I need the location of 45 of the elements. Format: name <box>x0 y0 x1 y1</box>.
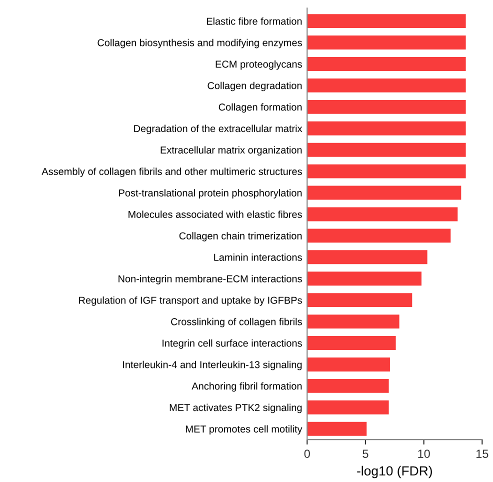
y-tick-label: ECM proteoglycans <box>216 60 302 70</box>
bar <box>307 164 466 178</box>
bar <box>307 228 451 243</box>
y-tick-label: Crosslinking of collagen fibrils <box>171 318 302 328</box>
bar <box>307 272 422 286</box>
bar <box>307 357 390 372</box>
bar <box>307 314 400 329</box>
y-tick-label: Anchoring fibril formation <box>192 382 302 392</box>
x-tick-label: 10 <box>418 450 430 458</box>
bar <box>307 142 466 157</box>
bar <box>307 121 466 136</box>
x-tick-label: 0 <box>304 450 310 458</box>
x-tick-label: 5 <box>362 450 368 458</box>
bar <box>307 250 428 264</box>
y-tick-label: MET activates PTK2 signaling <box>170 404 302 414</box>
x-tick-label: 15 <box>476 450 488 458</box>
bar <box>307 57 466 71</box>
y-tick-label: Collagen biosynthesis and modifying enzymes <box>98 38 302 48</box>
bar <box>307 78 466 92</box>
bar <box>307 36 466 50</box>
y-tick-label: Laminin interactions <box>214 254 302 261</box>
y-tick-label: Molecules associated with elastic fibres <box>128 210 302 218</box>
bar <box>307 14 466 28</box>
bar <box>307 100 466 114</box>
x-axis-title: -log10 (FDR) <box>357 466 432 478</box>
bar <box>307 400 389 414</box>
bar <box>307 336 396 350</box>
y-tick-label: Assembly of collagen fibrils and other multimeric structures <box>42 168 302 178</box>
y-tick-label: Integrin cell surface interactions <box>162 339 302 349</box>
y-tick-label: Collagen chain trimerization <box>179 232 302 242</box>
bar <box>307 293 412 308</box>
bar <box>307 422 367 436</box>
y-tick-label: Non-integrin membrane-ECM interactions <box>118 274 302 284</box>
y-tick-label: Extracellular matrix organization <box>160 146 302 156</box>
y-tick-label: Collagen formation <box>218 103 302 113</box>
bar <box>307 207 458 222</box>
y-tick-label: Regulation of IGF transport and uptake by IGFBPs <box>79 296 302 306</box>
y-tick-label: Collagen degradation <box>208 82 302 92</box>
y-tick-label: MET promotes cell motility <box>186 425 302 435</box>
y-tick-label: Degradation of the extracellular matrix <box>134 124 302 134</box>
y-tick-label: Elastic fibre formation <box>206 17 302 25</box>
y-tick-label: Interleukin-4 and Interleukin-13 signaling <box>123 360 302 370</box>
bar <box>307 186 462 200</box>
bar <box>307 378 389 393</box>
y-tick-label: Post-translational protein phosphorylation <box>119 189 302 198</box>
